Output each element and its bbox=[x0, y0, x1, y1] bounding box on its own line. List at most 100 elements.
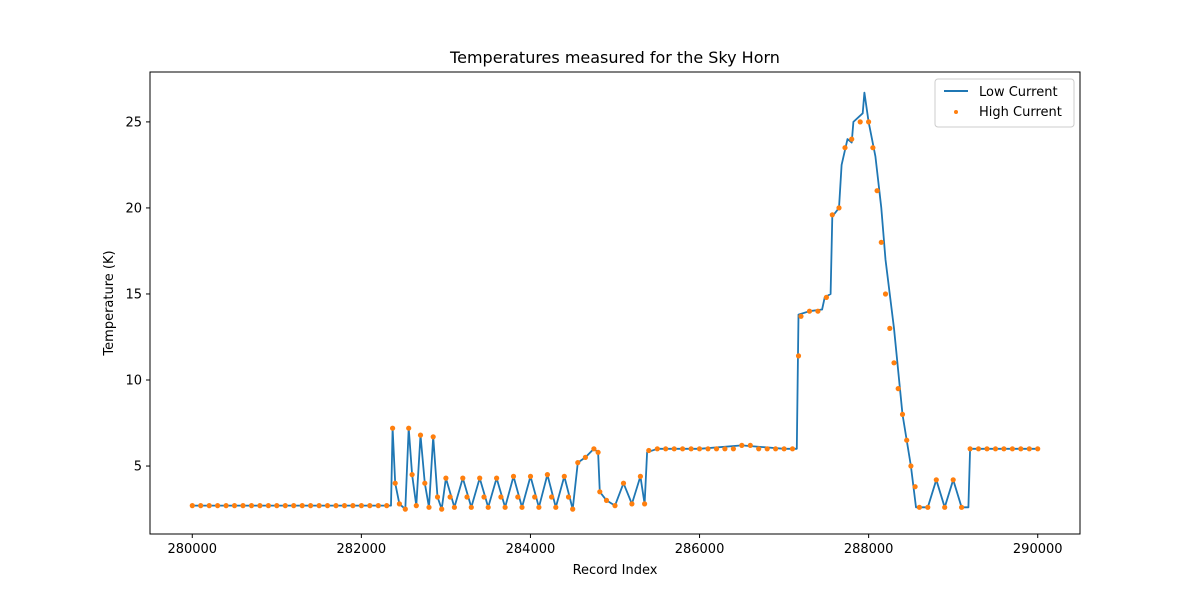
scatter-point-high-current bbox=[510, 473, 517, 479]
series-layer bbox=[189, 91, 1041, 512]
legend-label-high-current: High Current bbox=[979, 105, 1062, 120]
scatter-point-high-current bbox=[308, 503, 314, 509]
y-tick-label: 15 bbox=[125, 287, 142, 302]
scatter-point-high-current bbox=[324, 503, 331, 509]
scatter-point-high-current bbox=[992, 446, 999, 452]
scatter-point-high-current bbox=[916, 504, 923, 510]
scatter-point-high-current bbox=[358, 503, 364, 509]
scatter-point-high-current bbox=[836, 205, 842, 211]
scatter-point-high-current bbox=[536, 504, 542, 510]
scatter-point-high-current bbox=[515, 494, 521, 500]
scatter-point-high-current bbox=[942, 504, 948, 510]
scatter-point-high-current bbox=[502, 504, 508, 510]
scatter-point-high-current bbox=[223, 503, 229, 509]
scatter-point-high-current bbox=[422, 480, 428, 486]
scatter-point-high-current bbox=[781, 446, 787, 452]
scatter-point-high-current bbox=[887, 325, 893, 331]
scatter-point-high-current bbox=[341, 503, 348, 509]
scatter-point-high-current bbox=[730, 446, 737, 452]
scatter-point-high-current bbox=[895, 386, 901, 392]
x-axis-label: Record Index bbox=[573, 563, 658, 578]
scatter-point-high-current bbox=[789, 446, 796, 452]
scatter-point-high-current bbox=[595, 449, 601, 455]
scatter-point-high-current bbox=[975, 446, 982, 452]
scatter-point-high-current bbox=[878, 239, 884, 245]
scatter-point-high-current bbox=[406, 425, 412, 431]
scatter-point-high-current bbox=[390, 425, 396, 431]
scatter-point-high-current bbox=[603, 497, 610, 503]
scatter-point-high-current bbox=[696, 446, 703, 452]
scatter-point-high-current bbox=[426, 504, 432, 510]
scatter-point-high-current bbox=[494, 475, 500, 481]
scatter-point-high-current bbox=[806, 308, 813, 314]
scatter-point-high-current bbox=[565, 494, 572, 500]
x-tick-label: 280000 bbox=[167, 542, 217, 557]
scatter-point-high-current bbox=[620, 480, 627, 486]
scatter-point-high-current bbox=[231, 503, 238, 509]
scatter-point-high-current bbox=[642, 501, 648, 507]
scatter-point-high-current bbox=[967, 446, 973, 452]
scatter-point-high-current bbox=[198, 503, 204, 509]
scatter-point-high-current bbox=[1026, 446, 1032, 452]
scatter-point-high-current bbox=[430, 434, 436, 440]
scatter-point-high-current bbox=[553, 504, 559, 510]
scatter-point-high-current bbox=[248, 503, 255, 509]
scatter-point-high-current bbox=[582, 454, 589, 460]
scatter-point-high-current bbox=[519, 504, 525, 510]
y-tick-label: 10 bbox=[125, 374, 142, 389]
scatter-point-high-current bbox=[532, 494, 538, 500]
scatter-point-high-current bbox=[815, 308, 821, 314]
x-tick-label: 290000 bbox=[1013, 542, 1063, 557]
scatter-point-high-current bbox=[899, 411, 906, 417]
scatter-point-high-current bbox=[912, 484, 918, 490]
scatter-point-high-current bbox=[739, 442, 745, 448]
legend-marker-swatch bbox=[954, 110, 958, 114]
scatter-point-high-current bbox=[984, 446, 990, 452]
scatter-point-high-current bbox=[908, 463, 914, 469]
scatter-point-high-current bbox=[959, 504, 965, 510]
scatter-point-high-current bbox=[891, 360, 897, 366]
scatter-point-high-current bbox=[1018, 446, 1024, 452]
scatter-point-high-current bbox=[1001, 446, 1007, 452]
scatter-point-high-current bbox=[257, 503, 263, 509]
scatter-point-high-current bbox=[756, 446, 762, 452]
scatter-point-high-current bbox=[713, 446, 720, 452]
scatter-point-high-current bbox=[384, 503, 390, 509]
scatter-point-high-current bbox=[874, 188, 880, 194]
scatter-point-high-current bbox=[240, 503, 246, 509]
scatter-point-high-current bbox=[367, 503, 373, 509]
scatter-point-high-current bbox=[663, 446, 669, 452]
legend: Low Current High Current bbox=[934, 78, 1075, 128]
scatter-point-high-current bbox=[375, 503, 381, 509]
y-axis-label: Temperature (K) bbox=[102, 250, 117, 356]
scatter-point-high-current bbox=[1009, 446, 1016, 452]
chart-title: Temperatures measured for the Sky Horn bbox=[449, 48, 780, 67]
scatter-point-high-current bbox=[925, 504, 931, 510]
scatter-point-high-current bbox=[265, 503, 271, 509]
scatter-point-high-current bbox=[333, 503, 339, 509]
x-tick-label: 284000 bbox=[506, 542, 556, 557]
legend-label-low-current: Low Current bbox=[979, 85, 1058, 100]
scatter-point-high-current bbox=[591, 446, 597, 452]
x-tick-label: 282000 bbox=[337, 542, 387, 557]
scatter-point-high-current bbox=[396, 501, 402, 507]
scatter-point-high-current bbox=[443, 475, 449, 481]
scatter-point-high-current bbox=[722, 446, 728, 452]
scatter-point-high-current bbox=[561, 473, 567, 479]
x-tick-label: 288000 bbox=[844, 542, 894, 557]
scatter-point-high-current bbox=[680, 446, 686, 452]
scatter-point-high-current bbox=[671, 446, 677, 452]
scatter-point-high-current bbox=[870, 145, 876, 151]
scatter-point-high-current bbox=[795, 353, 802, 359]
scatter-point-high-current bbox=[413, 503, 419, 509]
scatter-point-high-current bbox=[215, 503, 221, 509]
scatter-point-high-current bbox=[950, 477, 956, 483]
scatter-point-high-current bbox=[189, 503, 195, 509]
scatter-point-high-current bbox=[823, 294, 830, 300]
scatter-point-high-current bbox=[882, 291, 889, 297]
scatter-point-high-current bbox=[842, 145, 848, 151]
scatter-point-high-current bbox=[629, 501, 635, 507]
scatter-point-high-current bbox=[866, 119, 872, 125]
scatter-point-high-current bbox=[282, 503, 288, 509]
